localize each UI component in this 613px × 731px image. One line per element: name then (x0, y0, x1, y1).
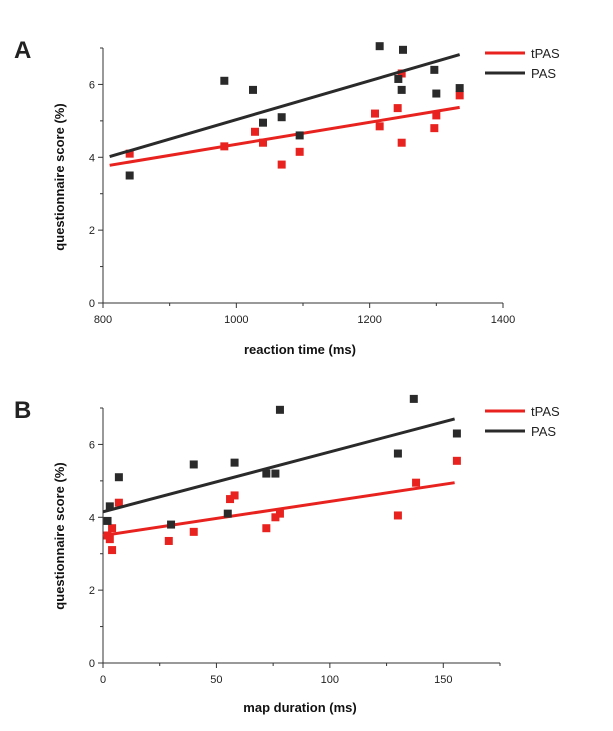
y-tick-label: 0 (89, 298, 95, 310)
data-point-tpas (393, 511, 402, 520)
data-point-pas (223, 509, 232, 518)
panel-b-y-axis-title: questionnaire score (%) (52, 462, 67, 609)
y-tick-label: 6 (89, 439, 95, 451)
data-point-tpas (412, 478, 421, 487)
x-tick-label: 100 (321, 674, 339, 686)
data-point-tpas (452, 456, 461, 465)
x-tick-label: 150 (434, 674, 452, 686)
data-point-pas (262, 469, 271, 478)
panel-a-x-axis-title: reaction time (ms) (244, 342, 356, 357)
legend-label-tpas: tPAS (531, 46, 560, 61)
data-point-tpas (226, 495, 235, 504)
data-point-tpas (275, 509, 284, 518)
data-point-pas (259, 118, 267, 127)
legend-label-pas: PAS (531, 424, 556, 439)
data-point-tpas (295, 147, 304, 156)
x-tick-label: 800 (94, 314, 112, 326)
data-point-tpas (432, 111, 441, 120)
panel-a-marks (109, 42, 464, 180)
data-point-pas (409, 394, 418, 403)
data-point-tpas (397, 138, 406, 147)
data-point-tpas (105, 535, 114, 544)
data-point-tpas (397, 69, 406, 78)
legend-label-pas: PAS (531, 66, 556, 81)
data-point-pas (393, 449, 402, 458)
data-point-tpas (259, 138, 267, 147)
y-tick-label: 4 (89, 512, 95, 524)
y-tick-label: 6 (89, 79, 95, 91)
data-point-tpas (125, 149, 134, 158)
data-point-tpas (277, 160, 286, 169)
data-point-tpas (164, 536, 173, 545)
data-point-pas (167, 520, 176, 529)
data-point-tpas (371, 109, 379, 118)
trend-line-pas (109, 53, 461, 158)
panel-a-axes: 0 2 4 6 800 1000 1200 1400 (89, 47, 515, 326)
trend-line-tpas (102, 481, 455, 537)
data-point-tpas (393, 104, 402, 113)
data-point-pas (249, 85, 257, 94)
data-point-tpas (375, 122, 384, 131)
data-point-tpas (271, 513, 280, 522)
panel-b-letter: B (14, 397, 31, 424)
data-point-pas (375, 42, 384, 51)
data-point-pas (103, 516, 112, 525)
y-tick-label: 2 (89, 225, 95, 237)
data-point-pas (189, 460, 198, 469)
data-point-pas (114, 473, 123, 482)
data-point-pas (125, 171, 134, 180)
data-point-pas (271, 469, 280, 478)
panel-a-letter: A (14, 37, 31, 64)
panel-b-marks (102, 394, 461, 555)
data-point-tpas (230, 491, 239, 500)
data-point-pas (430, 65, 439, 74)
data-point-tpas (455, 91, 464, 100)
y-tick-label: 4 (89, 152, 95, 164)
data-point-tpas (262, 524, 271, 533)
data-point-pas (105, 502, 114, 511)
data-point-tpas (251, 127, 259, 136)
trend-line-pas (102, 417, 456, 514)
data-point-pas (399, 45, 407, 54)
data-point-pas (295, 131, 304, 140)
data-point-pas (277, 113, 286, 122)
panel-a-legend: tPAS PAS (485, 46, 560, 81)
x-tick-label: 1200 (357, 314, 381, 326)
data-point-tpas (108, 524, 117, 533)
data-point-tpas (114, 498, 123, 507)
data-point-pas (397, 85, 406, 94)
y-tick-label: 2 (89, 585, 95, 597)
panel-b-axes: 0 2 4 6 0 50 100 150 (89, 407, 501, 686)
data-point-tpas (189, 527, 198, 536)
x-tick-label: 1000 (224, 314, 248, 326)
legend-label-tpas: tPAS (531, 404, 560, 419)
panel-b-x-axis-title: map duration (ms) (243, 700, 356, 715)
panel-a-y-axis-title: questionnaire score (%) (52, 103, 67, 250)
data-point-pas (394, 74, 403, 83)
data-point-pas (220, 76, 229, 85)
data-point-tpas (108, 546, 117, 555)
panel-b-legend: tPAS PAS (485, 404, 560, 439)
data-point-pas (452, 429, 461, 438)
data-point-pas (432, 89, 441, 98)
data-point-pas (275, 405, 284, 414)
panel-b-map-duration-chart: B questionnaire score (%) map duration (… (14, 394, 560, 715)
panel-a-reaction-time-chart: A questionnaire score (%) reaction time … (14, 37, 560, 357)
data-point-pas (455, 84, 464, 93)
x-tick-label: 0 (100, 674, 106, 686)
data-point-pas (230, 458, 239, 467)
x-tick-label: 50 (210, 674, 222, 686)
data-point-tpas (430, 124, 439, 133)
trend-line-tpas (109, 105, 460, 167)
x-tick-label: 1400 (491, 314, 515, 326)
y-tick-label: 0 (89, 658, 95, 670)
